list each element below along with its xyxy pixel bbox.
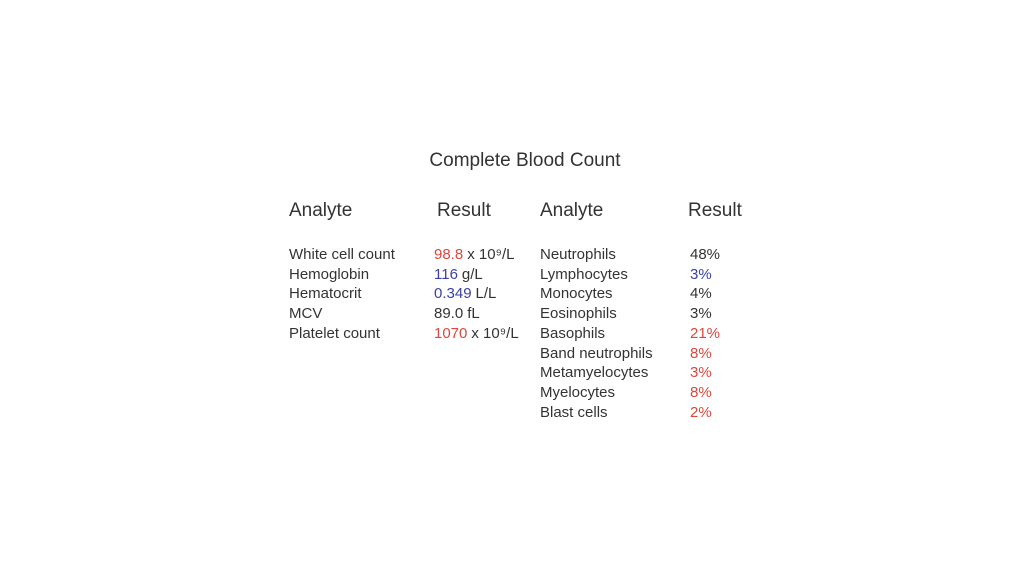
analyte: White cell count xyxy=(289,246,395,263)
result-cell: 8% xyxy=(690,345,712,362)
result-cell: 116 g/L xyxy=(434,266,483,283)
result-cell: 48% xyxy=(690,246,720,263)
result-value: 3% xyxy=(690,364,712,382)
result-value: 3% xyxy=(690,305,712,323)
analyte: Eosinophils xyxy=(540,305,617,323)
result-cell: 98.8 x 10⁹/L xyxy=(434,246,515,263)
result-value: 4% xyxy=(690,285,712,303)
analyte: Hematocrit xyxy=(289,285,362,303)
result-cell: 1070 x 10⁹/L xyxy=(434,325,519,342)
result-unit: x 10⁹/L xyxy=(471,324,519,342)
header: Analyte xyxy=(540,200,604,221)
result-unit: L/L xyxy=(475,285,497,303)
analyte: Band neutrophils xyxy=(540,344,653,362)
result-cell: 3% xyxy=(690,266,712,283)
result-value: 21% xyxy=(690,324,721,342)
result-value: 8% xyxy=(690,383,712,401)
result-cell: 89.0 fL xyxy=(434,305,480,322)
result-value: 0.349 xyxy=(434,285,472,303)
analyte: Lymphocytes xyxy=(540,265,628,283)
result-value: 98.8 xyxy=(434,246,464,263)
result-cell: 3% xyxy=(690,364,712,381)
result-cell: 8% xyxy=(690,384,712,401)
result-value: 116 xyxy=(434,265,458,283)
analyte: Monocytes xyxy=(540,285,613,303)
analyte: Neutrophils xyxy=(540,246,616,263)
analyte: Blast cells xyxy=(540,403,608,421)
header: Result xyxy=(688,200,742,221)
result-cell: 2% xyxy=(690,404,712,421)
analyte: Myelocytes xyxy=(540,383,616,401)
result-cell: 21% xyxy=(690,325,720,342)
analyte: Metamyelocytes xyxy=(540,364,649,382)
header: Analyte xyxy=(289,200,353,221)
analyte: Basophils xyxy=(540,324,606,342)
result-cell: 3% xyxy=(690,305,712,322)
result-unit: x 10⁹/L xyxy=(467,246,515,263)
result-cell: 0.349 L/L xyxy=(434,285,496,302)
result-cell: 4% xyxy=(690,285,712,302)
analyte: Platelet count xyxy=(289,324,380,342)
result-value: 2% xyxy=(690,403,712,421)
result-unit: g/L xyxy=(461,265,483,283)
analyte: Hemoglobin xyxy=(289,265,370,283)
result-value: 3% xyxy=(690,265,712,283)
result-value: 8% xyxy=(690,344,712,362)
header: Result xyxy=(437,200,491,221)
result-value: 1070 xyxy=(434,324,468,342)
result-value: 89.0 xyxy=(434,305,464,323)
title: Complete Blood Count xyxy=(429,150,621,171)
result-unit: fL xyxy=(467,305,480,323)
analyte: MCV xyxy=(289,305,323,323)
result-value: 48% xyxy=(690,246,721,263)
